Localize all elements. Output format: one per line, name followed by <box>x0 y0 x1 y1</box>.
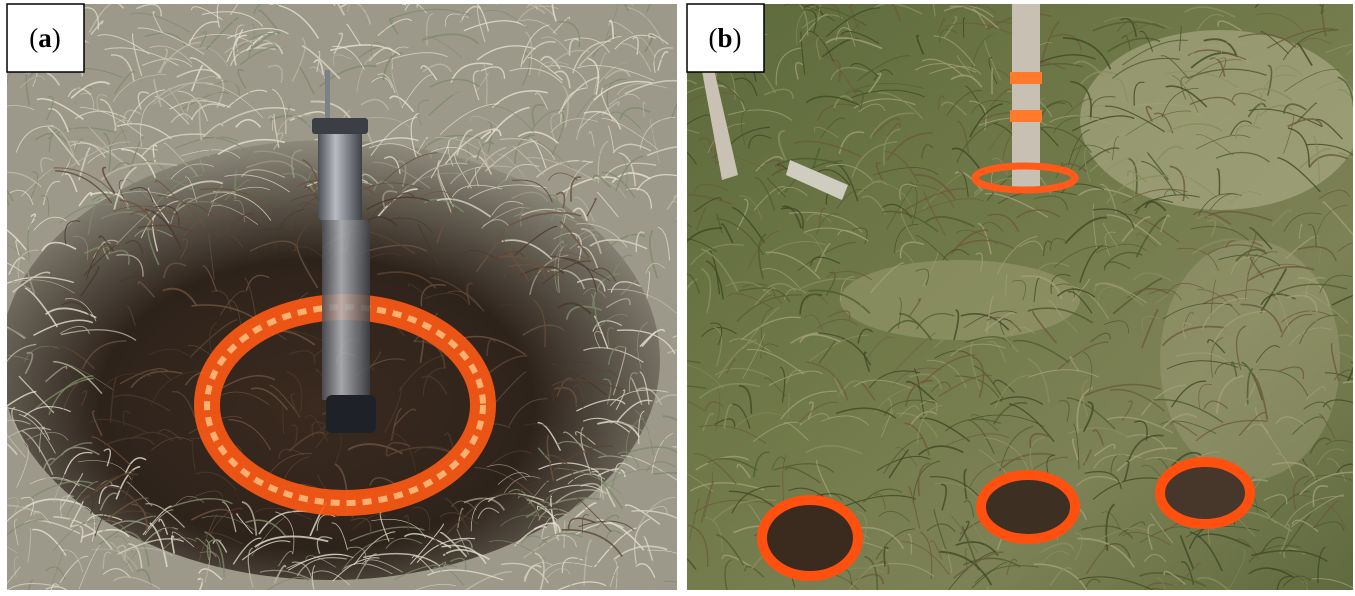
blade <box>340 0 411 4</box>
trunk-mark <box>1010 110 1042 122</box>
tube-cap <box>312 118 368 134</box>
letter: b <box>717 23 732 53</box>
paren: ( <box>708 23 717 53</box>
tube-base <box>326 395 376 433</box>
orange-ring <box>1160 462 1250 524</box>
letter: a <box>38 23 52 53</box>
sunlit-patch <box>1160 240 1340 480</box>
orange-ring <box>762 500 858 576</box>
tree-trunk <box>1012 4 1040 190</box>
blade <box>624 0 647 4</box>
paren: ( <box>29 23 38 53</box>
trunk-mark <box>1010 72 1042 84</box>
tube-rod <box>325 70 330 125</box>
blade <box>138 0 173 4</box>
orange-ring <box>981 475 1075 539</box>
paren: ) <box>52 23 61 53</box>
photo-b <box>624 0 1355 591</box>
paren: ) <box>733 23 742 53</box>
blade <box>321 0 347 5</box>
panel-label: (a) <box>29 23 61 53</box>
photo-a <box>0 0 737 591</box>
panel-label: (b) <box>708 23 741 53</box>
tube-body <box>322 220 370 400</box>
tube-top <box>318 120 362 220</box>
